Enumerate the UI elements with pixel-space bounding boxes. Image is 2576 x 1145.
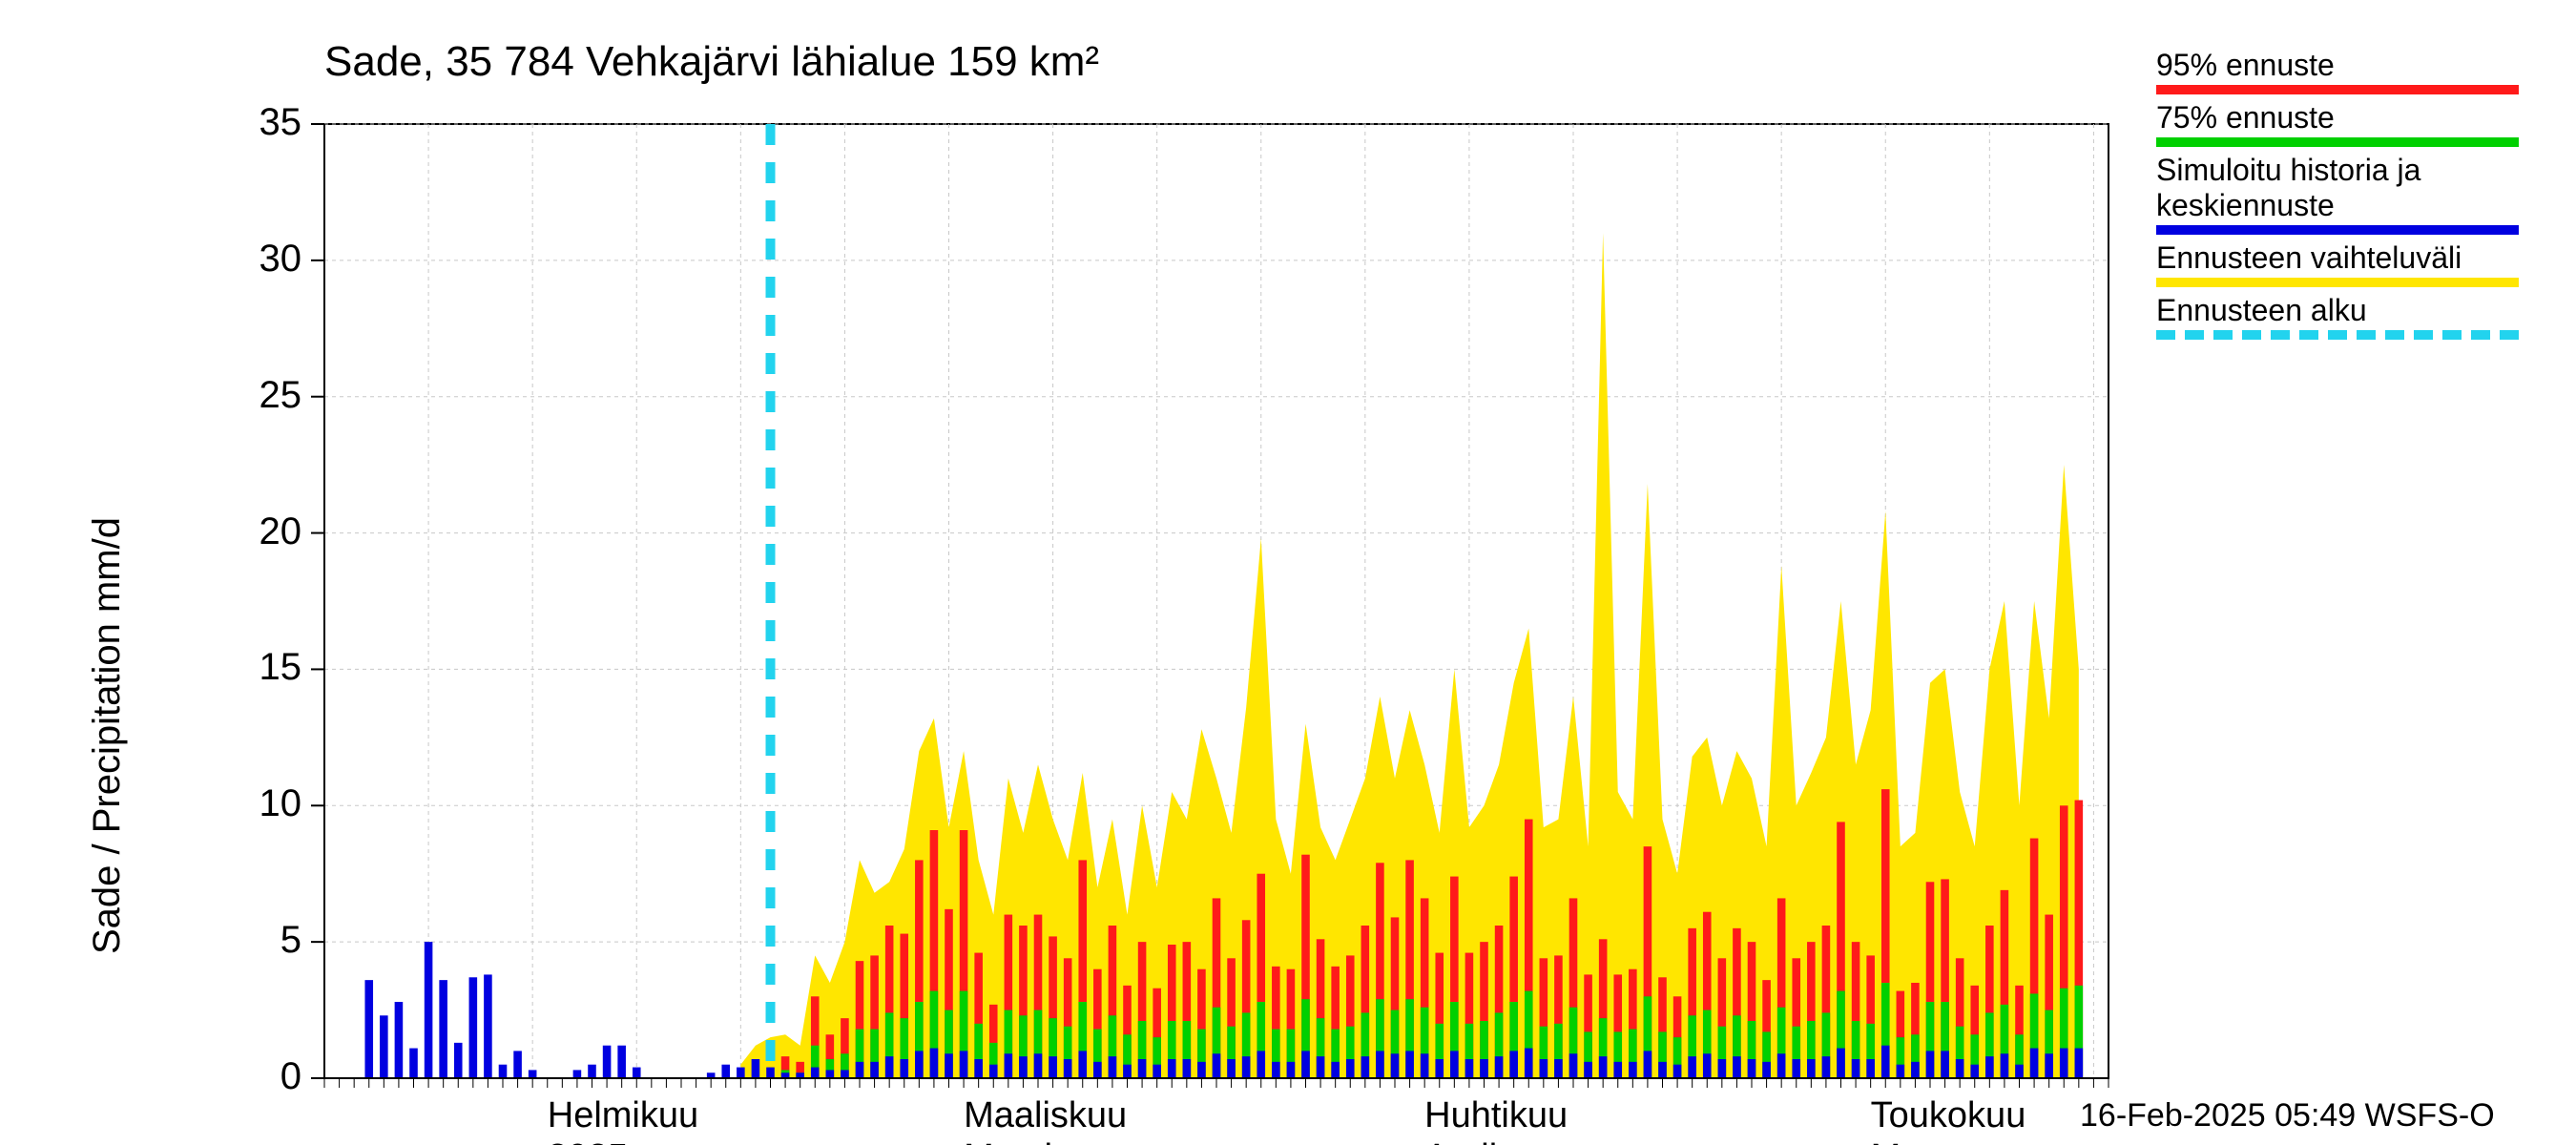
y-tick-label: 0	[280, 1055, 301, 1098]
legend-item: 75% ennuste	[2156, 100, 2538, 147]
legend: 95% ennuste 75% ennuste Simuloitu historia…	[2156, 48, 2538, 345]
legend-label: 95% ennuste	[2156, 48, 2538, 83]
x-month-label: Maaliskuu	[964, 1095, 1127, 1136]
x-month-label: Helmikuu	[548, 1095, 698, 1136]
legend-item: Ennusteen vaihteluväli	[2156, 240, 2538, 287]
y-tick-label: 5	[280, 919, 301, 962]
legend-label: Ennusteen alku	[2156, 293, 2538, 328]
legend-label: Ennusteen vaihteluväli	[2156, 240, 2538, 276]
x-month-label: Toukokuu	[1871, 1095, 2026, 1136]
x-month-sublabel: March	[964, 1137, 1065, 1145]
y-tick-label: 10	[260, 782, 302, 825]
y-tick-label: 35	[260, 101, 302, 144]
legend-swatch	[2156, 225, 2519, 235]
legend-item: 95% ennuste	[2156, 48, 2538, 94]
y-tick-label: 25	[260, 374, 302, 417]
x-month-sublabel: 2025	[548, 1137, 629, 1145]
legend-swatch	[2156, 85, 2519, 94]
legend-label: 75% ennuste	[2156, 100, 2538, 135]
x-month-sublabel: April	[1424, 1137, 1497, 1145]
chart-container: Sade, 35 784 Vehkajärvi lähialue 159 km²…	[0, 0, 2576, 1145]
y-axis-title: Sade / Precipitation mm/d	[86, 517, 129, 954]
legend-swatch	[2156, 137, 2519, 147]
footer-timestamp: 16-Feb-2025 05:49 WSFS-O	[2080, 1097, 2495, 1135]
y-tick-label: 20	[260, 510, 302, 553]
legend-item: Simuloitu historia ja keskiennuste	[2156, 153, 2538, 235]
legend-label: Simuloitu historia ja keskiennuste	[2156, 153, 2538, 223]
legend-swatch	[2156, 278, 2519, 287]
legend-item: Ennusteen alku	[2156, 293, 2538, 340]
y-tick-label: 15	[260, 646, 302, 689]
chart-title: Sade, 35 784 Vehkajärvi lähialue 159 km²	[324, 38, 1099, 86]
y-tick-label: 30	[260, 238, 302, 281]
x-month-label: Huhtikuu	[1424, 1095, 1568, 1136]
x-month-sublabel: May	[1871, 1137, 1940, 1145]
legend-swatch	[2156, 330, 2519, 340]
